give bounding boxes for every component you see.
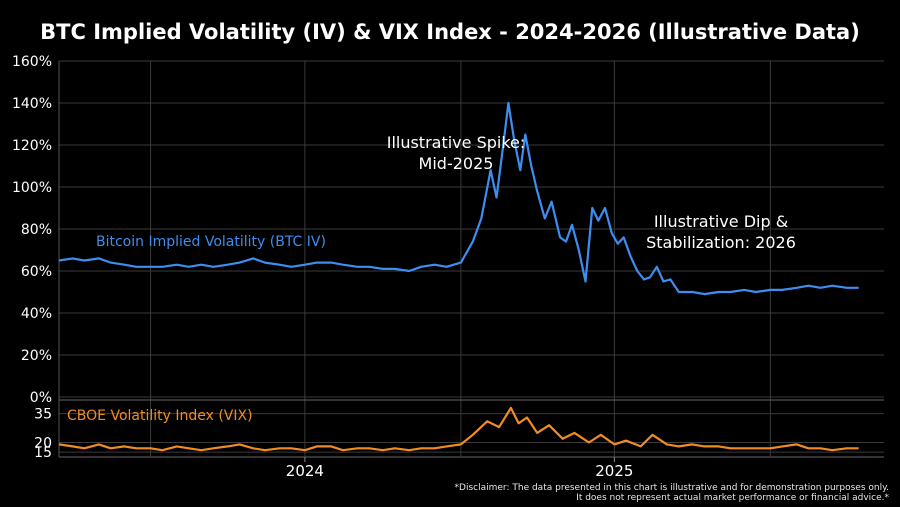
y-tick-label: 120% (12, 138, 52, 154)
y-tick-label: 60% (21, 264, 52, 280)
y-tick-label: 15 (34, 445, 52, 461)
y-tick-label: 20 (34, 436, 52, 452)
series-lines (58, 101, 859, 452)
y-tick-label: 0% (30, 390, 52, 406)
annotations: Illustrative Spike: Mid-2025 Illustrative … (387, 133, 796, 252)
y-tick-label: 160% (12, 54, 52, 70)
series-label-vix: CBOE Volatility Index (VIX) (67, 408, 253, 424)
series-label-btc_iv: Bitcoin Implied Volatility (BTC IV) (96, 234, 326, 250)
disclaimer: *Disclaimer: The data presented in this … (455, 483, 890, 503)
annotation-text: Illustrative Spike: (387, 133, 526, 152)
x-tick-label: 2025 (595, 462, 633, 480)
series-line-vix (58, 406, 859, 452)
annotation-text: Illustrative Dip & (654, 212, 788, 231)
y-tick-label: 35 (34, 407, 52, 423)
x-tick-label: 2024 (286, 462, 324, 480)
disclaimer-text: *Disclaimer: The data presented in this … (455, 483, 889, 493)
series-line-btc_iv (58, 101, 859, 296)
disclaimer-text: It does not represent actual market perf… (576, 493, 889, 503)
y-tick-label: 40% (21, 306, 52, 322)
y-tick-label: 20% (21, 348, 52, 364)
y-tick-label: 100% (12, 180, 52, 196)
y-tick-label: 80% (21, 222, 52, 238)
chart-title: BTC Implied Volatility (IV) & VIX Index … (40, 20, 860, 44)
annotation-text: Mid-2025 (419, 154, 494, 173)
grid-lines (59, 60, 884, 456)
series-labels: Bitcoin Implied Volatility (BTC IV) CBOE … (67, 234, 326, 424)
annotation-text: Stabilization: 2026 (646, 233, 796, 252)
y-tick-label: 140% (12, 96, 52, 112)
